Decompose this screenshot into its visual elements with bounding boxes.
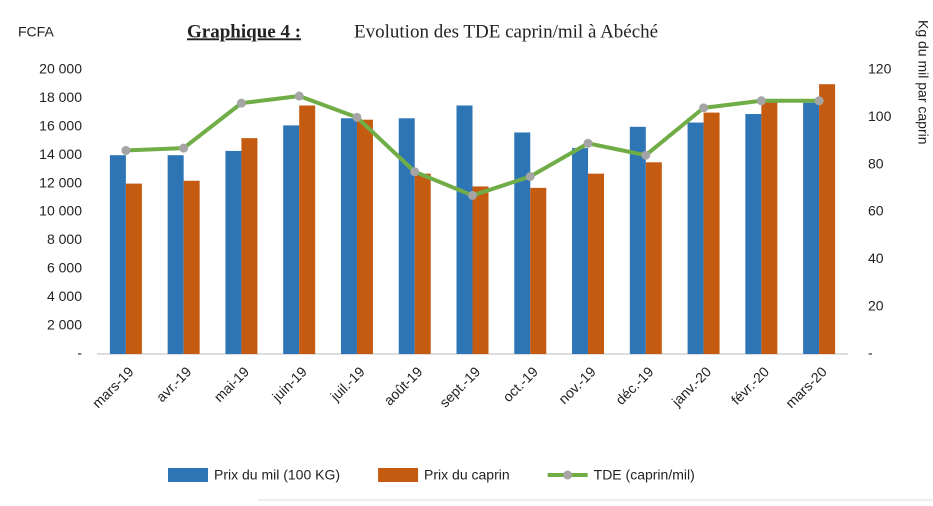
bar xyxy=(167,155,184,354)
x-tick-label: mai-19 xyxy=(211,363,253,405)
legend-swatch xyxy=(378,468,419,482)
x-tick-label: juin-19 xyxy=(268,363,310,405)
y2-tick-label: 80 xyxy=(868,155,884,171)
x-tick-label: janv.-20 xyxy=(668,363,715,410)
legend-swatch xyxy=(168,468,208,482)
x-tick-label: sept.-19 xyxy=(436,363,483,410)
y2-axis-label: Kg du mil par caprin xyxy=(915,20,931,145)
y-tick-label: 16 000 xyxy=(39,118,82,134)
y-tick-label: 4 000 xyxy=(47,288,82,304)
bar xyxy=(629,126,646,354)
legend-label: Prix du caprin xyxy=(424,467,510,483)
line-marker xyxy=(699,103,709,113)
y2-tick-label: 60 xyxy=(868,203,884,219)
line-marker xyxy=(352,112,362,122)
legend-swatch xyxy=(563,470,573,480)
chart-title: Evolution des TDE caprin/mil à Abéché xyxy=(354,21,658,42)
bar xyxy=(183,180,200,354)
bar xyxy=(398,118,415,354)
y2-tick-label: - xyxy=(868,345,873,361)
bar xyxy=(125,183,142,354)
x-tick-label: févr.-20 xyxy=(728,363,772,407)
bar xyxy=(472,186,489,354)
line-marker xyxy=(410,167,420,177)
line-marker xyxy=(756,96,766,106)
y-tick-label: 14 000 xyxy=(39,146,82,162)
bar xyxy=(803,102,820,354)
bar xyxy=(645,162,662,354)
x-tick-label: juil.-19 xyxy=(327,363,368,404)
y-tick-label: 6 000 xyxy=(47,260,82,276)
x-tick-label: oct.-19 xyxy=(499,363,541,405)
bar xyxy=(109,155,126,354)
line-marker xyxy=(121,145,131,155)
bar xyxy=(356,119,373,354)
bar xyxy=(572,148,589,354)
bar xyxy=(283,125,300,354)
bar xyxy=(340,118,357,354)
y-tick-label: 18 000 xyxy=(39,89,82,105)
bar xyxy=(299,105,316,354)
bar xyxy=(687,122,704,354)
line-marker xyxy=(179,143,189,153)
y-tick-label: 20 000 xyxy=(39,61,82,77)
bar xyxy=(241,138,258,354)
x-tick-label: août-19 xyxy=(381,363,426,408)
line-marker xyxy=(641,150,651,160)
y-tick-label: 12 000 xyxy=(39,174,82,190)
y-axis-label: FCFA xyxy=(18,24,54,40)
y-tick-label: - xyxy=(77,345,82,361)
bar xyxy=(703,112,720,354)
line-marker xyxy=(294,91,304,101)
x-tick-label: mars-20 xyxy=(782,363,830,411)
y2-tick-label: 120 xyxy=(868,61,892,77)
bar xyxy=(745,114,762,355)
y-tick-label: 10 000 xyxy=(39,203,82,219)
line-marker xyxy=(814,96,824,106)
bar xyxy=(530,187,547,354)
chart-title-prefix: Graphique 4 : xyxy=(187,21,301,42)
x-tick-label: nov.-19 xyxy=(555,363,599,407)
y-tick-label: 8 000 xyxy=(47,231,82,247)
line-marker xyxy=(583,138,593,148)
line-marker xyxy=(236,98,246,108)
line-marker xyxy=(525,172,535,181)
x-tick-label: avr.-19 xyxy=(153,363,195,405)
bar xyxy=(819,84,836,354)
bar xyxy=(588,173,605,354)
bar xyxy=(414,173,431,354)
bar xyxy=(514,132,531,354)
bar xyxy=(456,105,473,354)
line-marker xyxy=(468,190,477,200)
y-tick-label: 2 000 xyxy=(47,316,82,332)
legend-label: TDE (caprin/mil) xyxy=(594,467,695,483)
bar xyxy=(761,101,778,355)
y2-tick-label: 40 xyxy=(868,250,884,266)
legend-label: Prix du mil (100 KG) xyxy=(214,467,340,483)
x-tick-label: mars-19 xyxy=(89,363,137,411)
bar xyxy=(225,150,242,354)
x-tick-label: déc.-19 xyxy=(612,363,656,407)
y2-tick-label: 100 xyxy=(868,108,892,124)
y2-tick-label: 20 xyxy=(868,297,884,313)
